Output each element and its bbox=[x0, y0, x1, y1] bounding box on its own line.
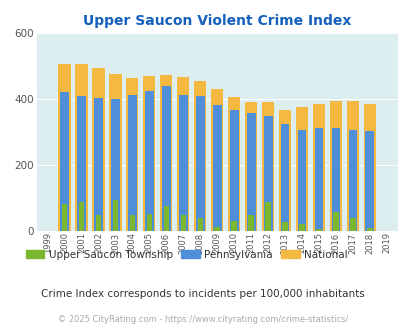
Bar bbox=[278, 110, 290, 231]
Bar bbox=[245, 102, 257, 231]
Bar bbox=[212, 105, 221, 231]
Bar bbox=[179, 95, 187, 231]
Bar bbox=[177, 77, 189, 231]
Bar bbox=[180, 215, 185, 231]
Bar bbox=[364, 131, 373, 231]
Bar bbox=[231, 221, 236, 231]
Bar bbox=[261, 102, 273, 231]
Bar bbox=[295, 107, 307, 231]
Bar bbox=[312, 104, 324, 231]
Bar bbox=[197, 218, 202, 231]
Bar bbox=[163, 206, 168, 231]
Bar bbox=[195, 96, 204, 231]
Bar bbox=[77, 96, 86, 231]
Bar bbox=[280, 124, 289, 231]
Bar bbox=[281, 222, 287, 231]
Bar bbox=[143, 76, 155, 231]
Bar bbox=[92, 68, 104, 231]
Bar bbox=[333, 212, 338, 231]
Text: Crime Index corresponds to incidents per 100,000 inhabitants: Crime Index corresponds to incidents per… bbox=[41, 289, 364, 299]
Bar bbox=[60, 92, 69, 231]
Bar bbox=[109, 74, 121, 231]
Bar bbox=[315, 229, 321, 231]
Bar bbox=[75, 64, 87, 231]
Bar bbox=[79, 202, 84, 231]
Bar bbox=[298, 224, 304, 231]
Bar bbox=[96, 214, 101, 231]
Text: © 2025 CityRating.com - https://www.cityrating.com/crime-statistics/: © 2025 CityRating.com - https://www.city… bbox=[58, 315, 347, 324]
Bar bbox=[363, 104, 375, 231]
Bar bbox=[331, 128, 339, 231]
Bar bbox=[314, 128, 323, 231]
Bar bbox=[211, 89, 223, 231]
Bar bbox=[129, 215, 135, 231]
Bar bbox=[246, 113, 255, 231]
Bar bbox=[228, 97, 240, 231]
Bar bbox=[329, 101, 341, 231]
Bar bbox=[265, 202, 270, 231]
Bar bbox=[194, 81, 206, 231]
Bar bbox=[366, 228, 372, 231]
Bar bbox=[94, 98, 102, 231]
Bar bbox=[229, 110, 238, 231]
Bar bbox=[346, 101, 358, 231]
Bar bbox=[297, 130, 306, 231]
Bar bbox=[62, 204, 67, 231]
Bar bbox=[350, 218, 355, 231]
Bar bbox=[128, 95, 136, 231]
Bar bbox=[162, 86, 171, 231]
Title: Upper Saucon Violent Crime Index: Upper Saucon Violent Crime Index bbox=[83, 14, 351, 28]
Bar bbox=[58, 64, 70, 231]
Bar bbox=[126, 78, 138, 231]
Bar bbox=[214, 227, 220, 231]
Bar bbox=[111, 99, 119, 231]
Bar bbox=[263, 116, 272, 231]
Bar bbox=[160, 75, 172, 231]
Bar bbox=[347, 130, 356, 231]
Legend: Upper Saucon Township, Pennsylvania, National: Upper Saucon Township, Pennsylvania, Nat… bbox=[21, 246, 351, 264]
Bar bbox=[113, 200, 118, 231]
Bar bbox=[145, 91, 153, 231]
Bar bbox=[248, 215, 253, 231]
Bar bbox=[146, 214, 152, 231]
